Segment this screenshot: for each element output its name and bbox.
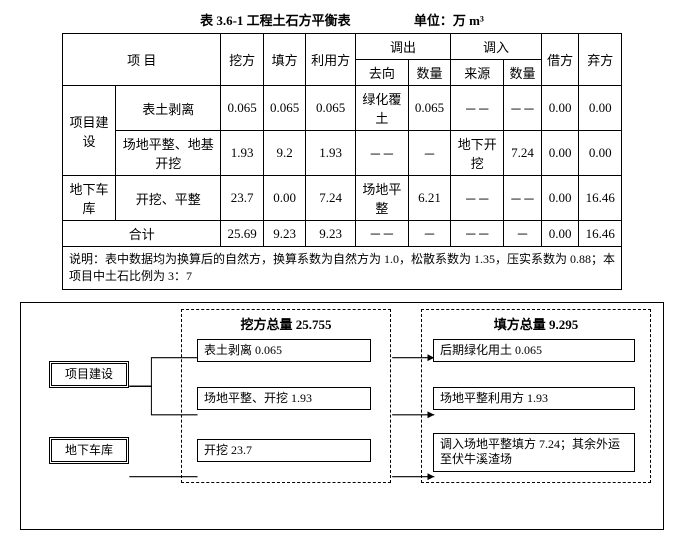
cell: － — [408, 221, 450, 247]
total-row: 合计 25.69 9.23 9.23 －－ － －－ － 0.00 16.46 — [63, 221, 622, 247]
cell: 0.065 — [263, 86, 305, 131]
cell: 9.2 — [263, 131, 305, 176]
cell: 23.7 — [221, 176, 263, 221]
col-diaoru: 调入 — [451, 34, 542, 60]
cell: 0.00 — [579, 131, 622, 176]
cell: 16.46 — [579, 221, 622, 247]
cell: 7.24 — [306, 176, 356, 221]
cell: 0.065 — [408, 86, 450, 131]
table-note: 说明：表中数据均为换算后的自然方，换算系数为自然方为 1.0，松散系数为 1.3… — [63, 247, 622, 290]
right-node-2: 场地平整利用方 1.93 — [433, 387, 635, 411]
cell: 0.00 — [541, 86, 579, 131]
cell: 6.21 — [408, 176, 450, 221]
cell: 9.23 — [263, 221, 305, 247]
cell: －－ — [451, 221, 504, 247]
source-box-project: 项目建设 — [49, 361, 129, 389]
group-cell: 地下车库 — [63, 176, 116, 221]
col-liyongfang: 利用方 — [306, 34, 356, 86]
cell: 0.00 — [579, 86, 622, 131]
cell: － — [504, 221, 542, 247]
col-quxiang: 去向 — [355, 60, 408, 86]
col-qifang: 弃方 — [579, 34, 622, 86]
table-row: 地下车库 开挖、平整 23.7 0.00 7.24 场地平整 6.21 －－ －… — [63, 176, 622, 221]
table-row: 项目建设 表土剥离 0.065 0.065 0.065 绿化覆土 0.065 －… — [63, 86, 622, 131]
sub-cell: 表土剥离 — [115, 86, 220, 131]
cell: 绿化覆土 — [355, 86, 408, 131]
source-box-garage: 地下车库 — [49, 437, 129, 465]
flow-diagram: 项目建设 地下车库 挖方总量 25.755 表土剥离 0.065 场地平整、开挖… — [20, 302, 664, 530]
cell: －－ — [504, 176, 542, 221]
cell: 9.23 — [306, 221, 356, 247]
cell: 0.065 — [306, 86, 356, 131]
sub-cell: 场地平整、地基开挖 — [115, 131, 220, 176]
col-laiyuan: 来源 — [451, 60, 504, 86]
sub-cell: 开挖、平整 — [115, 176, 220, 221]
cell: －－ — [451, 86, 504, 131]
balance-table: 项 目 挖方 填方 利用方 调出 调入 借方 弃方 去向 数量 来源 数量 项目… — [62, 33, 622, 290]
cell: 场地平整 — [355, 176, 408, 221]
cell: 7.24 — [504, 131, 542, 176]
left-node-2: 场地平整、开挖 1.93 — [197, 387, 371, 411]
header-row-1: 项 目 挖方 填方 利用方 调出 调入 借方 弃方 — [63, 34, 622, 60]
cell: －－ — [451, 176, 504, 221]
cell: 16.46 — [579, 176, 622, 221]
cell: 0.00 — [541, 221, 579, 247]
table-row: 场地平整、地基开挖 1.93 9.2 1.93 －－ － 地下开挖 7.24 0… — [63, 131, 622, 176]
left-node-3: 开挖 23.7 — [197, 439, 371, 463]
right-node-1: 后期绿化用土 0.065 — [433, 339, 635, 363]
cell: 0.00 — [263, 176, 305, 221]
total-label: 合计 — [63, 221, 221, 247]
cell: 地下开挖 — [451, 131, 504, 176]
col-jiefang: 借方 — [541, 34, 579, 86]
cell: 1.93 — [221, 131, 263, 176]
cell: 1.93 — [306, 131, 356, 176]
cell: 0.00 — [541, 131, 579, 176]
col-shuliang-out: 数量 — [408, 60, 450, 86]
col-project: 项 目 — [63, 34, 221, 86]
note-row: 说明：表中数据均为换算后的自然方，换算系数为自然方为 1.0，松散系数为 1.3… — [63, 247, 622, 290]
cell: 25.69 — [221, 221, 263, 247]
cell: －－ — [355, 221, 408, 247]
col-wafang: 挖方 — [221, 34, 263, 86]
cell: － — [408, 131, 450, 176]
right-group-title: 填方总量 9.295 — [422, 310, 650, 339]
left-node-1: 表土剥离 0.065 — [197, 339, 371, 363]
col-shuliang-in: 数量 — [504, 60, 542, 86]
cell: －－ — [355, 131, 408, 176]
table-title: 表 3.6-1 工程土石方平衡表 — [200, 13, 351, 28]
cell: 0.065 — [221, 86, 263, 131]
right-node-3: 调入场地平整填方 7.24；其余外运至伏牛溪渣场 — [433, 433, 635, 472]
cell: 0.00 — [541, 176, 579, 221]
table-unit: 单位：万 m³ — [414, 10, 484, 29]
col-tianfang: 填方 — [263, 34, 305, 86]
table-title-row: 表 3.6-1 工程土石方平衡表 单位：万 m³ — [10, 10, 674, 29]
col-diaochu: 调出 — [355, 34, 450, 60]
group-cell: 项目建设 — [63, 86, 116, 176]
left-group-title: 挖方总量 25.755 — [182, 310, 390, 339]
cell: －－ — [504, 86, 542, 131]
